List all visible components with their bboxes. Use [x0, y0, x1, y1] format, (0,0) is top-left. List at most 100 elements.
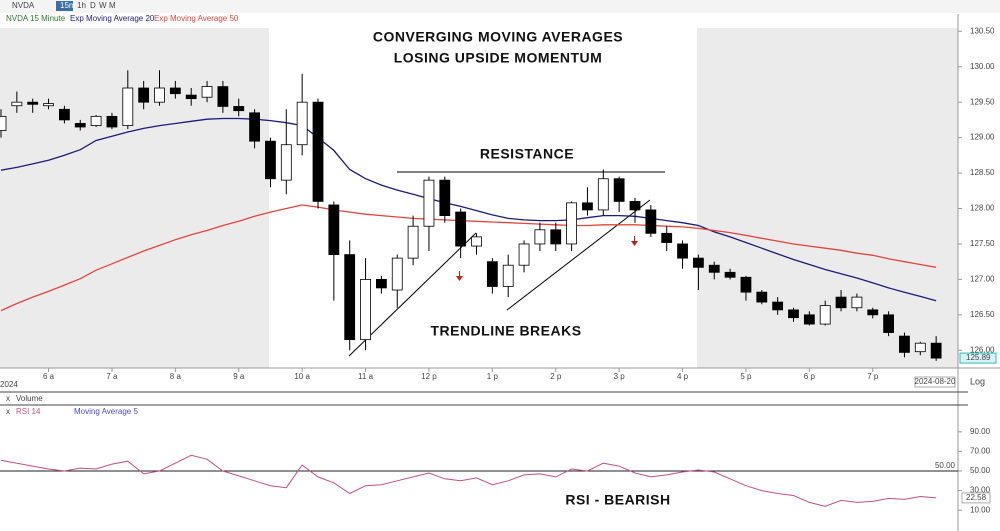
annotation: LOSING UPSIDE MOMENTUM: [394, 50, 603, 66]
candle-body: [471, 236, 482, 247]
candle-body: [550, 229, 562, 245]
y-tick-label: 127.50: [970, 239, 995, 248]
y-tick-label: 90.00: [970, 427, 991, 436]
y-tick-label: 50.00: [970, 466, 991, 475]
candle-body: [122, 87, 134, 126]
y-tick-label: 128.00: [970, 204, 995, 213]
y-tick-label: 30.00: [970, 486, 991, 495]
active-interval[interactable]: [56, 1, 73, 11]
candle-body: [43, 103, 54, 107]
candle-body: [677, 243, 688, 259]
candle-body: [803, 314, 815, 325]
candle-body: [27, 101, 39, 105]
candle-body: [899, 335, 910, 353]
x-tick-label: 7 p: [867, 372, 879, 381]
y-tick-label: 126.50: [970, 310, 995, 319]
last-price-box: [959, 352, 997, 364]
y-tick-label: 70.00: [970, 447, 991, 456]
candle-body: [486, 261, 498, 287]
candle-body: [296, 101, 308, 146]
interval[interactable]: D: [90, 1, 96, 10]
interval[interactable]: 15m: [60, 1, 76, 10]
candle-body: [249, 112, 261, 142]
date-box: [914, 376, 956, 388]
y-tick-label: 130.50: [970, 26, 995, 35]
candle-body: [518, 243, 530, 266]
candle-body: [613, 178, 625, 202]
interval[interactable]: W: [99, 1, 107, 10]
candle-body: [312, 101, 324, 202]
break-arrow: [456, 271, 463, 281]
candle-body: [597, 178, 609, 211]
last-value-label: 22.58: [966, 493, 987, 502]
candle-body: [265, 140, 276, 180]
candle-body: [360, 278, 371, 341]
candle-body: [185, 94, 197, 100]
rsi-label: RSI 14: [16, 407, 41, 416]
reference-label: 50.00: [935, 461, 956, 470]
x-tick-label: 3 p: [614, 372, 626, 381]
x-tick-label: 6 p: [804, 372, 816, 381]
candle-body: [930, 342, 942, 359]
candle-body: [217, 86, 229, 107]
x-tick-label: 5 p: [740, 372, 752, 381]
break-arrow: [631, 236, 638, 246]
symbol[interactable]: NVDA: [12, 1, 35, 10]
legend-entry: Exp Moving Average 20: [70, 14, 155, 23]
y-tick-label: 128.50: [970, 168, 995, 177]
candle-body: [566, 202, 577, 245]
candle-body: [328, 204, 340, 255]
candle-body: [74, 123, 86, 128]
candle-body: [138, 87, 150, 103]
series-line: [0, 454, 937, 507]
x-tick-label: 12 p: [421, 372, 437, 381]
pane-close[interactable]: x: [6, 407, 10, 416]
x-tick-label: 10 a: [294, 372, 310, 381]
volume-label: Volume: [16, 394, 43, 403]
annotation: CONVERGING MOVING AVERAGES: [373, 29, 623, 45]
candle-body: [819, 305, 831, 325]
rsi-ma-label: Moving Average 5: [74, 407, 138, 416]
candle-body: [534, 229, 546, 245]
pane-close[interactable]: x: [6, 394, 10, 403]
candle-body: [788, 309, 799, 319]
candle-body: [455, 211, 467, 247]
annotation: RSI - BEARISH: [565, 492, 670, 508]
candle-body: [280, 144, 292, 181]
x-tick-label: 6 a: [43, 372, 55, 381]
interval[interactable]: M: [109, 1, 116, 10]
candle-body: [106, 115, 118, 128]
interval[interactable]: 1h: [77, 1, 86, 10]
y-tick-label: 126.00: [970, 345, 995, 354]
candle-body: [756, 291, 768, 303]
candle-body: [835, 296, 847, 309]
candle-body: [201, 86, 213, 98]
candle-body: [423, 179, 435, 227]
year-label: 2024: [0, 380, 18, 389]
annotation: RESISTANCE: [480, 146, 574, 162]
x-tick-label: 11 a: [358, 372, 374, 381]
candle-body: [867, 309, 879, 316]
x-tick-label: 8 a: [170, 372, 182, 381]
x-tick-label: 9 a: [233, 372, 245, 381]
candle-body: [233, 106, 245, 112]
x-tick-label: 2 p: [550, 372, 562, 381]
candle-body: [708, 264, 720, 273]
x-tick-label: 7 a: [106, 372, 118, 381]
candle-body: [169, 87, 181, 95]
candle-body: [59, 108, 70, 121]
y-tick-label: 130.00: [970, 62, 995, 71]
candle-body: [740, 276, 752, 293]
candle-body: [914, 342, 926, 353]
series-line: [0, 117, 937, 302]
candle-body: [407, 225, 419, 259]
candle-body: [661, 232, 673, 243]
candle-body: [154, 87, 165, 103]
candle-body: [883, 314, 894, 333]
candle-body: [582, 202, 593, 211]
last-value-box: [961, 492, 991, 504]
log-toggle[interactable]: Log: [970, 376, 985, 386]
candle-body: [693, 257, 704, 268]
candle-body: [772, 301, 784, 311]
